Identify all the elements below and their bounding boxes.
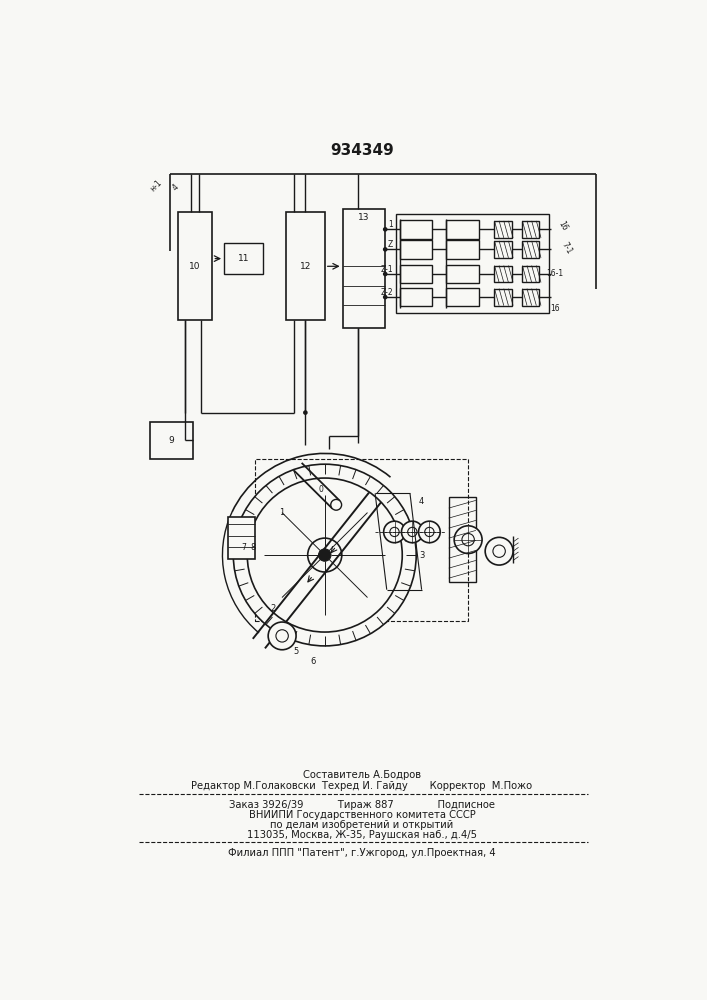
Bar [494, 221, 512, 238]
Polygon shape [449, 497, 476, 582]
Bar [494, 266, 512, 282]
Circle shape [485, 537, 513, 565]
Circle shape [383, 247, 387, 252]
Circle shape [247, 478, 402, 632]
Circle shape [383, 295, 387, 299]
Text: Редактор М.Голаковски  Техред И. Гайду       Корректор  М.Пожо: Редактор М.Голаковски Техред И. Гайду Ко… [192, 781, 532, 791]
Text: 1: 1 [388, 220, 393, 229]
Bar [400, 265, 433, 283]
Text: 16-1: 16-1 [547, 269, 563, 278]
Text: 2: 2 [270, 604, 276, 613]
Text: 7: 7 [241, 543, 246, 552]
Text: 10: 10 [189, 262, 201, 271]
Text: 6: 6 [310, 657, 316, 666]
Text: 16: 16 [556, 219, 569, 232]
Circle shape [390, 527, 399, 537]
Bar [228, 517, 255, 559]
Bar [255, 459, 468, 620]
Bar [400, 288, 433, 306]
Circle shape [308, 538, 341, 572]
Circle shape [462, 533, 474, 546]
Bar [151, 422, 193, 459]
Text: н-1: н-1 [148, 178, 163, 193]
Circle shape [408, 527, 417, 537]
Text: Z-1: Z-1 [380, 265, 393, 274]
Circle shape [493, 545, 506, 557]
Text: 12: 12 [300, 262, 311, 271]
Bar [522, 289, 539, 306]
Bar [446, 240, 479, 259]
Bar [494, 241, 512, 258]
Bar [400, 240, 433, 259]
Bar [400, 220, 433, 239]
Text: 9: 9 [169, 436, 175, 445]
Text: 7-1: 7-1 [559, 240, 573, 255]
Circle shape [384, 521, 405, 543]
Text: 0: 0 [318, 485, 323, 494]
Text: 11: 11 [238, 254, 249, 263]
Bar [446, 265, 479, 283]
Text: Z-2: Z-2 [380, 288, 393, 297]
Bar [343, 209, 385, 328]
Circle shape [276, 630, 288, 642]
Text: Составитель А.Бодров: Составитель А.Бодров [303, 770, 421, 780]
Bar [522, 266, 539, 282]
Bar [522, 241, 539, 258]
Bar [177, 212, 212, 320]
Bar [522, 221, 539, 238]
Text: ВНИИПИ Государственного комитета СССР: ВНИИПИ Государственного комитета СССР [249, 810, 475, 820]
Text: 16: 16 [550, 304, 560, 313]
Circle shape [233, 464, 416, 646]
Bar [224, 243, 263, 274]
Circle shape [425, 527, 434, 537]
Text: Филиал ППП "Патент", г.Ужгород, ул.Проектная, 4: Филиал ППП "Патент", г.Ужгород, ул.Проек… [228, 848, 496, 858]
Bar [494, 289, 512, 306]
Circle shape [402, 521, 423, 543]
Text: 934349: 934349 [330, 143, 394, 158]
Bar [396, 214, 549, 312]
Text: 3: 3 [420, 551, 425, 560]
Circle shape [303, 410, 308, 415]
Bar [286, 212, 325, 320]
Text: 5: 5 [293, 647, 298, 656]
Circle shape [268, 622, 296, 650]
Circle shape [383, 272, 387, 276]
Text: 4: 4 [419, 497, 424, 506]
Circle shape [419, 521, 440, 543]
Text: 1: 1 [279, 508, 285, 517]
Text: 8: 8 [250, 543, 255, 552]
Circle shape [319, 549, 331, 561]
Text: по делам изобретений и открытий: по делам изобретений и открытий [270, 820, 454, 830]
Text: Заказ 3926/39           Тираж 887              Подписное: Заказ 3926/39 Тираж 887 Подписное [229, 800, 495, 810]
Bar [446, 220, 479, 239]
Bar [446, 288, 479, 306]
Text: 113035, Москва, Ж-35, Раушская наб., д.4/5: 113035, Москва, Ж-35, Раушская наб., д.4… [247, 830, 477, 840]
Text: 13: 13 [358, 213, 370, 222]
Circle shape [383, 227, 387, 232]
Circle shape [454, 526, 482, 554]
Text: Z: Z [387, 240, 393, 249]
Circle shape [331, 499, 341, 510]
Text: 4: 4 [171, 183, 181, 193]
